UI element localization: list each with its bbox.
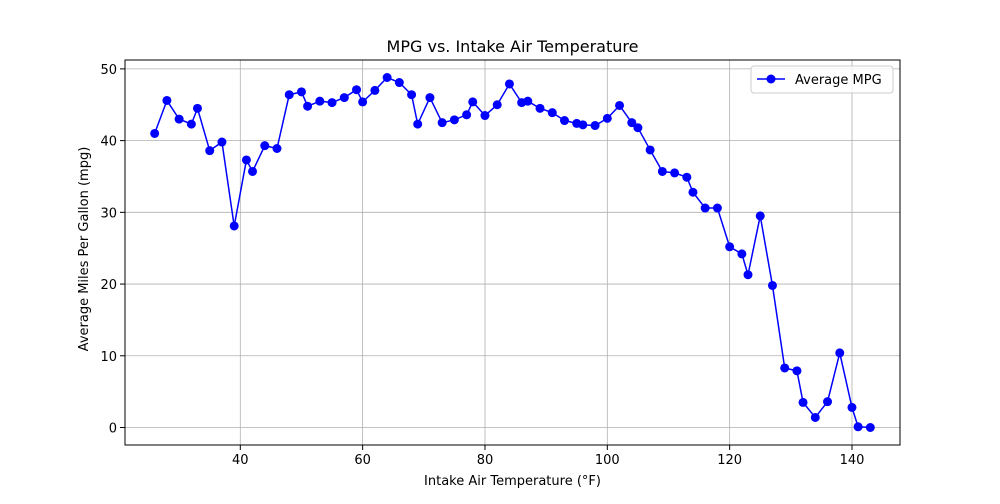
- grid-lines: [125, 60, 900, 445]
- data-point: [449, 115, 459, 125]
- y-tick-label: 10: [100, 350, 117, 365]
- data-point: [339, 93, 349, 103]
- data-point: [192, 103, 202, 113]
- x-tick-label: 80: [477, 453, 494, 468]
- plot-area-frame: [124, 59, 901, 446]
- data-point: [847, 402, 857, 412]
- data-point: [670, 168, 680, 178]
- data-point: [737, 249, 747, 259]
- legend-marker-swatch: [766, 74, 776, 84]
- x-tick-label: 40: [232, 453, 249, 468]
- data-point: [657, 166, 667, 176]
- data-point: [229, 221, 239, 231]
- data-point: [633, 123, 643, 133]
- data-point: [504, 79, 514, 89]
- data-point: [260, 141, 270, 151]
- data-point: [492, 100, 502, 110]
- x-axis-label: Intake Air Temperature (°F): [424, 474, 601, 489]
- data-point: [535, 103, 545, 113]
- series-layer: [150, 73, 875, 432]
- data-point: [217, 137, 227, 147]
- data-point: [755, 211, 765, 221]
- data-point: [425, 93, 435, 103]
- data-point: [394, 78, 404, 88]
- data-point: [150, 128, 160, 138]
- y-tick-label: 0: [109, 422, 117, 437]
- data-point: [645, 145, 655, 155]
- y-tick-label: 50: [100, 63, 117, 78]
- data-point: [743, 270, 753, 280]
- data-point: [578, 120, 588, 130]
- data-point: [853, 422, 863, 432]
- data-point: [358, 97, 368, 107]
- data-point: [590, 121, 600, 131]
- data-point: [627, 118, 637, 128]
- chart-title: MPG vs. Intake Air Temperature: [387, 37, 639, 56]
- data-point: [407, 90, 417, 100]
- data-point: [547, 108, 557, 118]
- data-point: [480, 111, 490, 121]
- data-point: [615, 100, 625, 110]
- data-point: [700, 203, 710, 213]
- data-point: [370, 85, 380, 95]
- data-point: [315, 96, 325, 106]
- data-point: [303, 101, 313, 111]
- data-point: [352, 85, 362, 95]
- data-point: [437, 118, 447, 128]
- data-point: [798, 397, 808, 407]
- data-point: [835, 348, 845, 358]
- data-point: [523, 96, 533, 106]
- y-tick-label: 20: [100, 278, 117, 293]
- data-point: [462, 110, 472, 120]
- axis-ticks: 40 60 80 100 120 140 0 10 20 30 40 50: [100, 63, 864, 468]
- x-tick-label: 140: [840, 453, 865, 468]
- data-point: [162, 95, 172, 105]
- data-point: [682, 172, 692, 182]
- data-point: [767, 280, 777, 290]
- data-point: [382, 73, 392, 82]
- data-point: [712, 203, 722, 213]
- data-point: [602, 113, 612, 123]
- data-point: [205, 146, 215, 156]
- data-point: [296, 87, 306, 97]
- data-point: [186, 119, 196, 129]
- x-tick-label: 100: [595, 453, 620, 468]
- data-point: [248, 166, 258, 176]
- data-point: [823, 397, 833, 407]
- data-point: [559, 116, 569, 126]
- data-point: [174, 114, 184, 124]
- data-point: [810, 412, 820, 422]
- y-tick-label: 30: [100, 206, 117, 221]
- data-point: [865, 423, 875, 432]
- data-point: [468, 97, 478, 107]
- y-tick-label: 40: [100, 135, 117, 150]
- data-point: [241, 155, 251, 165]
- y-axis-label: Average Miles Per Gallon (mpg): [77, 147, 92, 352]
- data-point: [284, 90, 294, 100]
- data-point: [413, 119, 423, 129]
- data-point: [725, 242, 735, 252]
- data-point: [327, 98, 337, 108]
- data-point: [780, 363, 790, 373]
- x-tick-label: 120: [717, 453, 742, 468]
- data-point: [792, 366, 802, 376]
- data-point: [688, 187, 698, 197]
- x-tick-label: 60: [354, 453, 371, 468]
- legend-label-average-mpg: Average MPG: [795, 73, 882, 88]
- legend-box: [750, 65, 894, 94]
- data-point: [272, 144, 282, 153]
- legend: Average MPG: [750, 65, 894, 94]
